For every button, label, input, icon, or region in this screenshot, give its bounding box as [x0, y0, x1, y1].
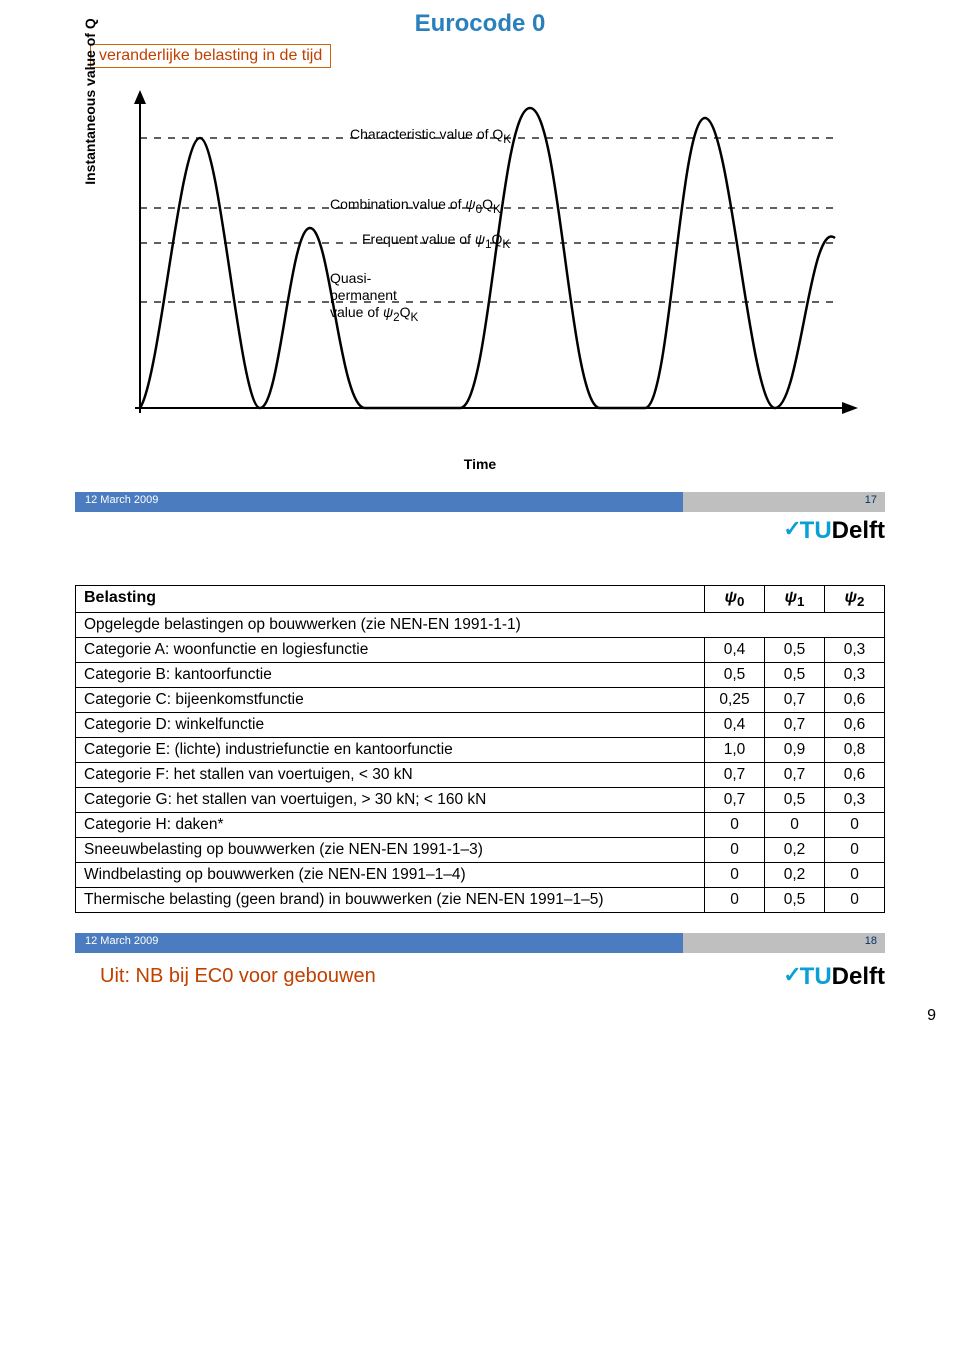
table-cell-value: 0,7	[765, 688, 825, 713]
table-cell-label: Windbelasting op bouwwerken (zie NEN-EN …	[76, 863, 705, 888]
table-cell-value: 0,8	[825, 738, 885, 763]
y-axis-label: Instantaneous value of Q	[82, 18, 98, 184]
table-row: Categorie C: bijeenkomstfunctie0,250,70,…	[76, 688, 885, 713]
table-cell-value: 0,6	[825, 763, 885, 788]
table-row: Categorie B: kantoorfunctie0,50,50,3	[76, 663, 885, 688]
table-cell-value: 1,0	[705, 738, 765, 763]
chart-container: Instantaneous value of Q Characteristic …	[90, 78, 870, 458]
table-cell-value: 0	[825, 838, 885, 863]
table-row: Categorie F: het stallen van voertuigen,…	[76, 763, 885, 788]
table-cell-value: 0,5	[765, 663, 825, 688]
footer-overlay	[75, 492, 683, 512]
table-header-belasting: Belasting	[76, 586, 705, 613]
footer-page-2: 18	[865, 935, 877, 947]
page-title: Eurocode 0	[0, 0, 960, 44]
table-cell-label: Categorie C: bijeenkomstfunctie	[76, 688, 705, 713]
table-cell-label: Categorie E: (lichte) industriefunctie e…	[76, 738, 705, 763]
table-row: Categorie E: (lichte) industriefunctie e…	[76, 738, 885, 763]
table-cell-value: 0,5	[765, 788, 825, 813]
table-cell-value: 0,4	[705, 713, 765, 738]
table-cell-value: 0,7	[705, 763, 765, 788]
table-row: Categorie G: het stallen van voertuigen,…	[76, 788, 885, 813]
table-cell-label: Categorie H: daken*	[76, 813, 705, 838]
logo-delft-2: Delft	[832, 963, 885, 990]
table-cell-label: Thermische belasting (geen brand) in bou…	[76, 888, 705, 913]
table-row: Categorie D: winkelfunctie0,40,70,6	[76, 713, 885, 738]
table-row: Thermische belasting (geen brand) in bou…	[76, 888, 885, 913]
table-cell-value: 0,6	[825, 713, 885, 738]
table-cell-value: 0	[825, 813, 885, 838]
table-cell-value: 0	[705, 863, 765, 888]
table-header-psi2: ψ2	[825, 586, 885, 613]
slide-footer-bar-1: 12 March 2009 17	[75, 492, 885, 512]
table-cell-value: 0	[825, 888, 885, 913]
table-cell-value: 0	[705, 838, 765, 863]
footer-date: 12 March 2009	[85, 494, 158, 506]
logo-tu: TU	[800, 517, 832, 544]
table-header-psi1: ψ1	[765, 586, 825, 613]
logo-tu-2: TU	[800, 963, 832, 990]
table-cell-value: 0,25	[705, 688, 765, 713]
table-cell-value: 0,7	[705, 788, 765, 813]
table-cell-label: Sneeuwbelasting op bouwwerken (zie NEN-E…	[76, 838, 705, 863]
table-cell-label: Categorie B: kantoorfunctie	[76, 663, 705, 688]
table-row: Sneeuwbelasting op bouwwerken (zie NEN-E…	[76, 838, 885, 863]
table-cell-label: Categorie G: het stallen van voertuigen,…	[76, 788, 705, 813]
table-cell-value: 0	[705, 888, 765, 913]
footer-overlay-2	[75, 933, 683, 953]
psi-factors-table: Belasting ψ0 ψ1 ψ2 Opgelegde belastingen…	[75, 585, 885, 913]
table-row: Categorie H: daken*000	[76, 813, 885, 838]
chart-ref-label: Combination value of ψ0QK	[330, 196, 501, 217]
footer-page-1: 17	[865, 494, 877, 506]
footer-date-2: 12 March 2009	[85, 935, 158, 947]
chart-ref-label: Characteristic value of QK	[350, 126, 511, 147]
table-cell-value: 0,5	[765, 888, 825, 913]
chart-ref-label: Quasi-permanentvalue of ψ2QK	[330, 270, 418, 324]
table-cell-value: 0	[705, 813, 765, 838]
table-cell-value: 0,3	[825, 663, 885, 688]
table-cell-label: Categorie F: het stallen van voertuigen,…	[76, 763, 705, 788]
table-cell-value: 0	[825, 863, 885, 888]
x-axis-label: Time	[0, 456, 960, 472]
table-cell-value: 0,3	[825, 638, 885, 663]
table-row: Categorie A: woonfunctie en logiesfuncti…	[76, 638, 885, 663]
table-cell-value: 0,4	[705, 638, 765, 663]
table-cell-value: 0,2	[765, 863, 825, 888]
table-cell-value: 0,9	[765, 738, 825, 763]
table-cell-value: 0,7	[765, 763, 825, 788]
table-cell-value: 0,5	[705, 663, 765, 688]
table-cell-value: 0,7	[765, 713, 825, 738]
logo-delft: Delft	[832, 517, 885, 544]
table-cell-value: 0	[765, 813, 825, 838]
table-cell-value: 0,3	[825, 788, 885, 813]
doc-page-number: 9	[927, 1007, 936, 1025]
slide-footer-bar-2: 12 March 2009 18	[75, 933, 885, 953]
chart-ref-label: Frequent value of ψ1QK	[362, 231, 510, 252]
table-row: Windbelasting op bouwwerken (zie NEN-EN …	[76, 863, 885, 888]
tudelft-logo-1: ✓TUDelft	[0, 516, 885, 545]
table-cell-label: Categorie A: woonfunctie en logiesfuncti…	[76, 638, 705, 663]
subtitle-box: veranderlijke belasting in de tijd	[90, 44, 331, 68]
table-cell-label: Categorie D: winkelfunctie	[76, 713, 705, 738]
table-cell-value: 0,2	[765, 838, 825, 863]
table-cell-value: 0,5	[765, 638, 825, 663]
table-cell-value: 0,6	[825, 688, 885, 713]
table-header-psi0: ψ0	[705, 586, 765, 613]
table-span-row: Opgelegde belastingen op bouwwerken (zie…	[76, 613, 885, 638]
